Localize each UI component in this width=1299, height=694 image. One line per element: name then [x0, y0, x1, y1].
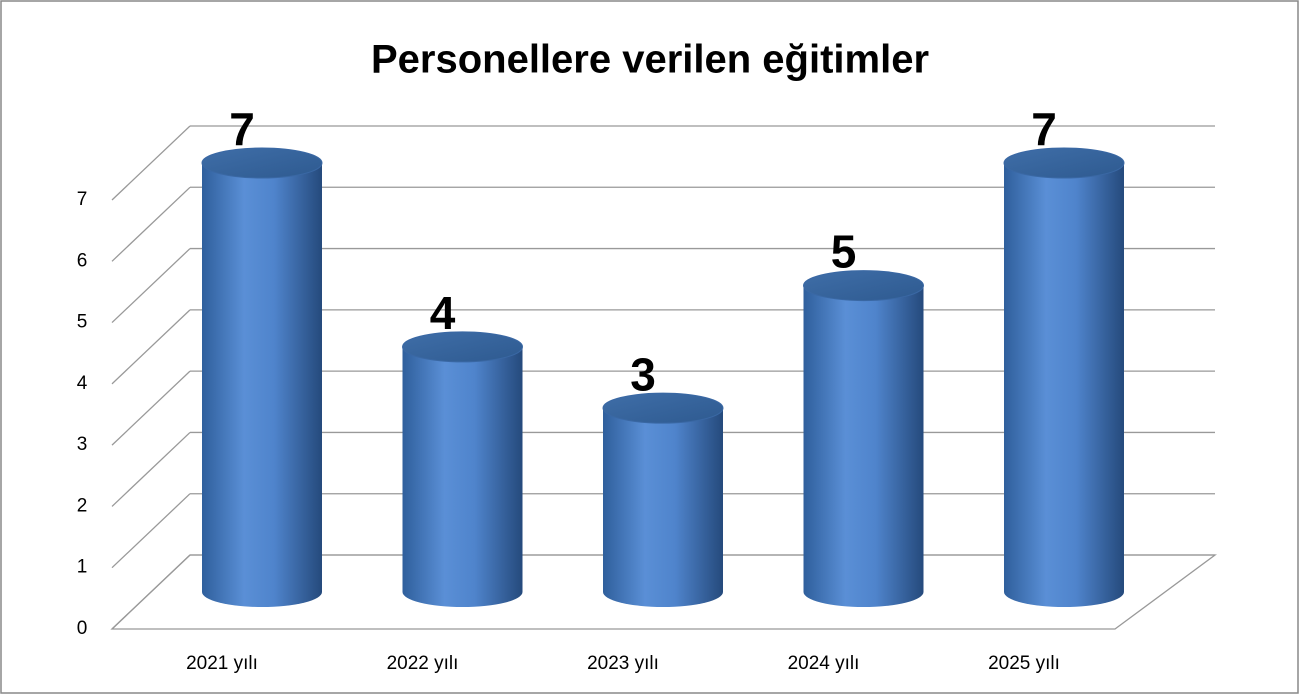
side-grid-line: [111, 186, 191, 262]
x-tick-label: 2025 yılı: [988, 653, 1060, 674]
side-grid-line: [111, 125, 191, 201]
bar-top: [602, 392, 724, 424]
y-tick-label: 0: [77, 618, 88, 639]
x-tick-label: 2022 yılı: [387, 653, 459, 674]
bar-top: [1003, 147, 1125, 179]
side-grid-line: [111, 554, 191, 630]
y-tick-label: 1: [77, 557, 88, 578]
value-label: 5: [831, 226, 857, 278]
bar-top: [201, 147, 323, 179]
value-label: 7: [229, 103, 255, 155]
bar: [1004, 163, 1124, 607]
side-grid-line: [111, 248, 191, 324]
bar-top: [803, 270, 924, 302]
bar: [202, 163, 322, 607]
x-tick-label: 2021 yılı: [186, 653, 258, 674]
chart-title: Personellere verilen eğitimler: [371, 38, 929, 82]
bar-top: [402, 331, 523, 363]
y-tick-label: 2: [77, 495, 88, 516]
y-tick-label: 5: [77, 312, 88, 333]
y-tick-label: 3: [77, 434, 88, 455]
bar: [603, 408, 723, 607]
y-tick-label: 4: [77, 373, 88, 394]
value-label: 4: [430, 287, 456, 339]
bar: [803, 285, 924, 607]
side-grid-line: [111, 431, 191, 507]
x-tick-label: 2023 yılı: [587, 653, 659, 674]
x-tick-label: 2024 yılı: [788, 653, 860, 674]
bar: [402, 346, 523, 607]
side-grid-line: [111, 493, 191, 569]
value-label: 7: [1031, 103, 1057, 155]
y-tick-label: 7: [77, 189, 88, 210]
side-grid-line: [111, 370, 191, 446]
y-tick-label: 6: [77, 250, 88, 271]
value-label: 3: [630, 348, 656, 400]
side-grid-line: [111, 309, 191, 385]
